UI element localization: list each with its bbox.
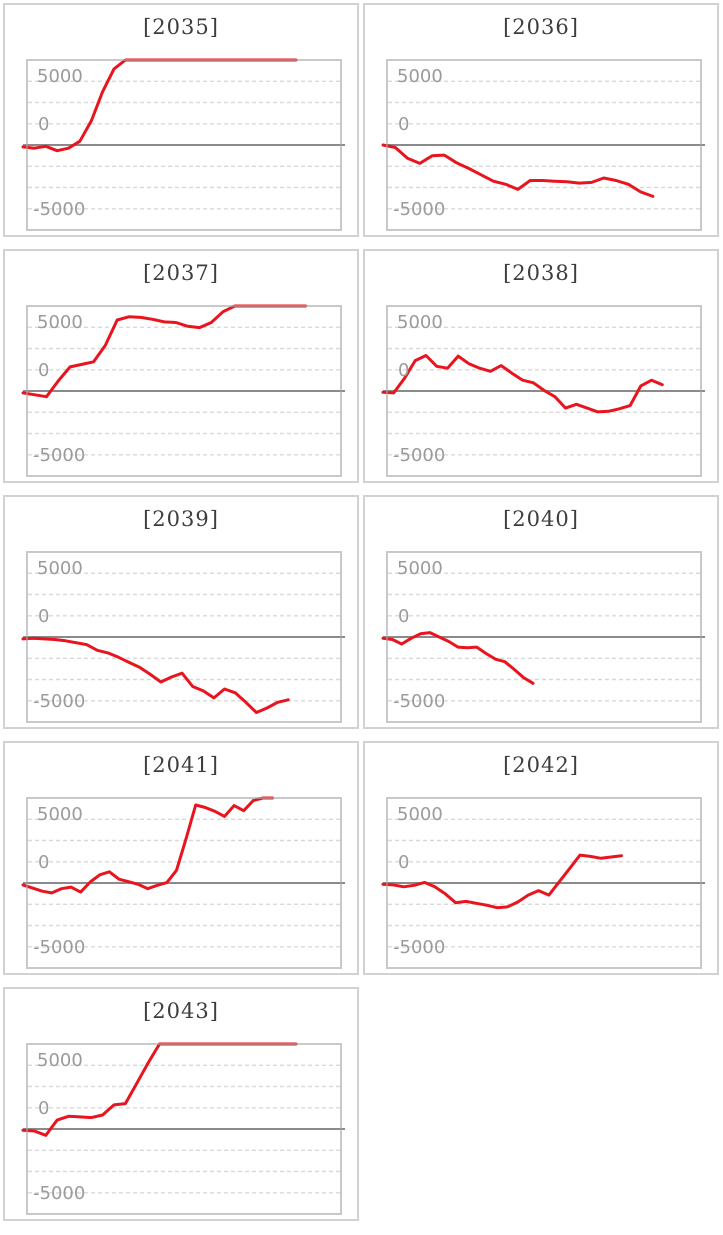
- series-line: [381, 853, 623, 910]
- slump-graph-canvas: [21, 58, 345, 231]
- y-axis-label-minus-5000: -5000: [33, 445, 86, 466]
- series-line: [381, 631, 535, 685]
- y-axis-label-minus-5000: -5000: [33, 199, 86, 220]
- slump-graph-canvas: [21, 304, 345, 477]
- chart-panel-2038: [2038] 5000 0 -5000: [363, 249, 719, 483]
- chart-title: [2042]: [503, 753, 579, 777]
- plot-border: [386, 59, 702, 231]
- slump-graph-canvas: [21, 1042, 345, 1215]
- chart-title: [2040]: [503, 507, 579, 531]
- chart-panel-2040: [2040] 5000 0 -5000: [363, 495, 719, 729]
- y-axis-label-5000: 5000: [397, 804, 443, 825]
- chart-title: [2038]: [503, 261, 579, 285]
- y-axis-label-0: 0: [398, 360, 410, 381]
- slump-graph: 5000 0 -5000: [381, 551, 705, 723]
- chart-panel-2036: [2036] 5000 0 -5000: [363, 3, 719, 237]
- slump-graph-canvas: [381, 797, 705, 969]
- plot-border: [386, 797, 702, 969]
- plot-border: [386, 305, 702, 477]
- plot-border: [26, 1043, 342, 1215]
- slump-graph: 5000 0 -5000: [21, 304, 345, 477]
- chart-title: [2035]: [143, 15, 219, 39]
- chart-panel-2037: [2037] 5000 0 -5000: [3, 249, 359, 483]
- y-axis-label-5000: 5000: [397, 66, 443, 87]
- plot-border: [26, 59, 342, 231]
- slump-graph: 5000 0 -5000: [21, 58, 345, 231]
- y-axis-label-5000: 5000: [37, 312, 83, 333]
- chart-panel-2043: [2043] 5000 0 -5000: [3, 987, 359, 1221]
- series-line: [381, 354, 664, 414]
- y-axis-label-5000: 5000: [397, 312, 443, 333]
- slump-graph: 5000 0 -5000: [381, 305, 705, 477]
- y-axis-label-0: 0: [38, 606, 50, 627]
- slump-graph: 5000 0 -5000: [381, 797, 705, 969]
- y-axis-label-minus-5000: -5000: [393, 199, 446, 220]
- series-line: [21, 796, 274, 895]
- slump-graph-canvas: [381, 305, 705, 477]
- y-axis-label-0: 0: [398, 114, 410, 135]
- y-axis-label-minus-5000: -5000: [393, 445, 446, 466]
- chart-panel-2039: [2039] 5000 0 -5000: [3, 495, 359, 729]
- chart-title: [2043]: [143, 999, 219, 1023]
- y-axis-label-minus-5000: -5000: [393, 691, 446, 712]
- y-axis-label-5000: 5000: [397, 558, 443, 579]
- y-axis-label-5000: 5000: [37, 1050, 83, 1071]
- slump-graph: 5000 0 -5000: [21, 1042, 345, 1215]
- plot-border: [26, 797, 342, 969]
- chart-panel-2042: [2042] 5000 0 -5000: [363, 741, 719, 975]
- y-axis-label-0: 0: [38, 852, 50, 873]
- plot-border: [386, 551, 702, 723]
- y-axis-label-0: 0: [398, 606, 410, 627]
- series-line: [381, 143, 655, 198]
- slump-graph-canvas: [381, 551, 705, 723]
- slump-graph-canvas: [21, 551, 345, 723]
- y-axis-label-minus-5000: -5000: [33, 937, 86, 958]
- slump-graph: 5000 0 -5000: [21, 796, 345, 969]
- series-line: [21, 636, 290, 714]
- y-axis-label-5000: 5000: [37, 558, 83, 579]
- slump-graph: 5000 0 -5000: [21, 551, 345, 723]
- chart-title: [2036]: [503, 15, 579, 39]
- y-axis-label-5000: 5000: [37, 66, 83, 87]
- plot-border: [26, 551, 342, 723]
- chart-panel-2035: [2035] 5000 0 -5000: [3, 3, 359, 237]
- y-axis-label-5000: 5000: [37, 804, 83, 825]
- plot-border: [26, 305, 342, 477]
- y-axis-label-0: 0: [38, 360, 50, 381]
- y-axis-label-0: 0: [38, 1098, 50, 1119]
- chart-panel-2041: [2041] 5000 0 -5000: [3, 741, 359, 975]
- y-axis-label-0: 0: [38, 114, 50, 135]
- chart-title: [2037]: [143, 261, 219, 285]
- chart-title: [2039]: [143, 507, 219, 531]
- y-axis-label-minus-5000: -5000: [33, 691, 86, 712]
- y-axis-label-minus-5000: -5000: [33, 1183, 86, 1204]
- y-axis-label-minus-5000: -5000: [393, 937, 446, 958]
- y-axis-label-0: 0: [398, 852, 410, 873]
- slump-graph: 5000 0 -5000: [381, 59, 705, 231]
- chart-title: [2041]: [143, 753, 219, 777]
- slump-graph-canvas: [381, 59, 705, 231]
- slump-graph-canvas: [21, 796, 345, 969]
